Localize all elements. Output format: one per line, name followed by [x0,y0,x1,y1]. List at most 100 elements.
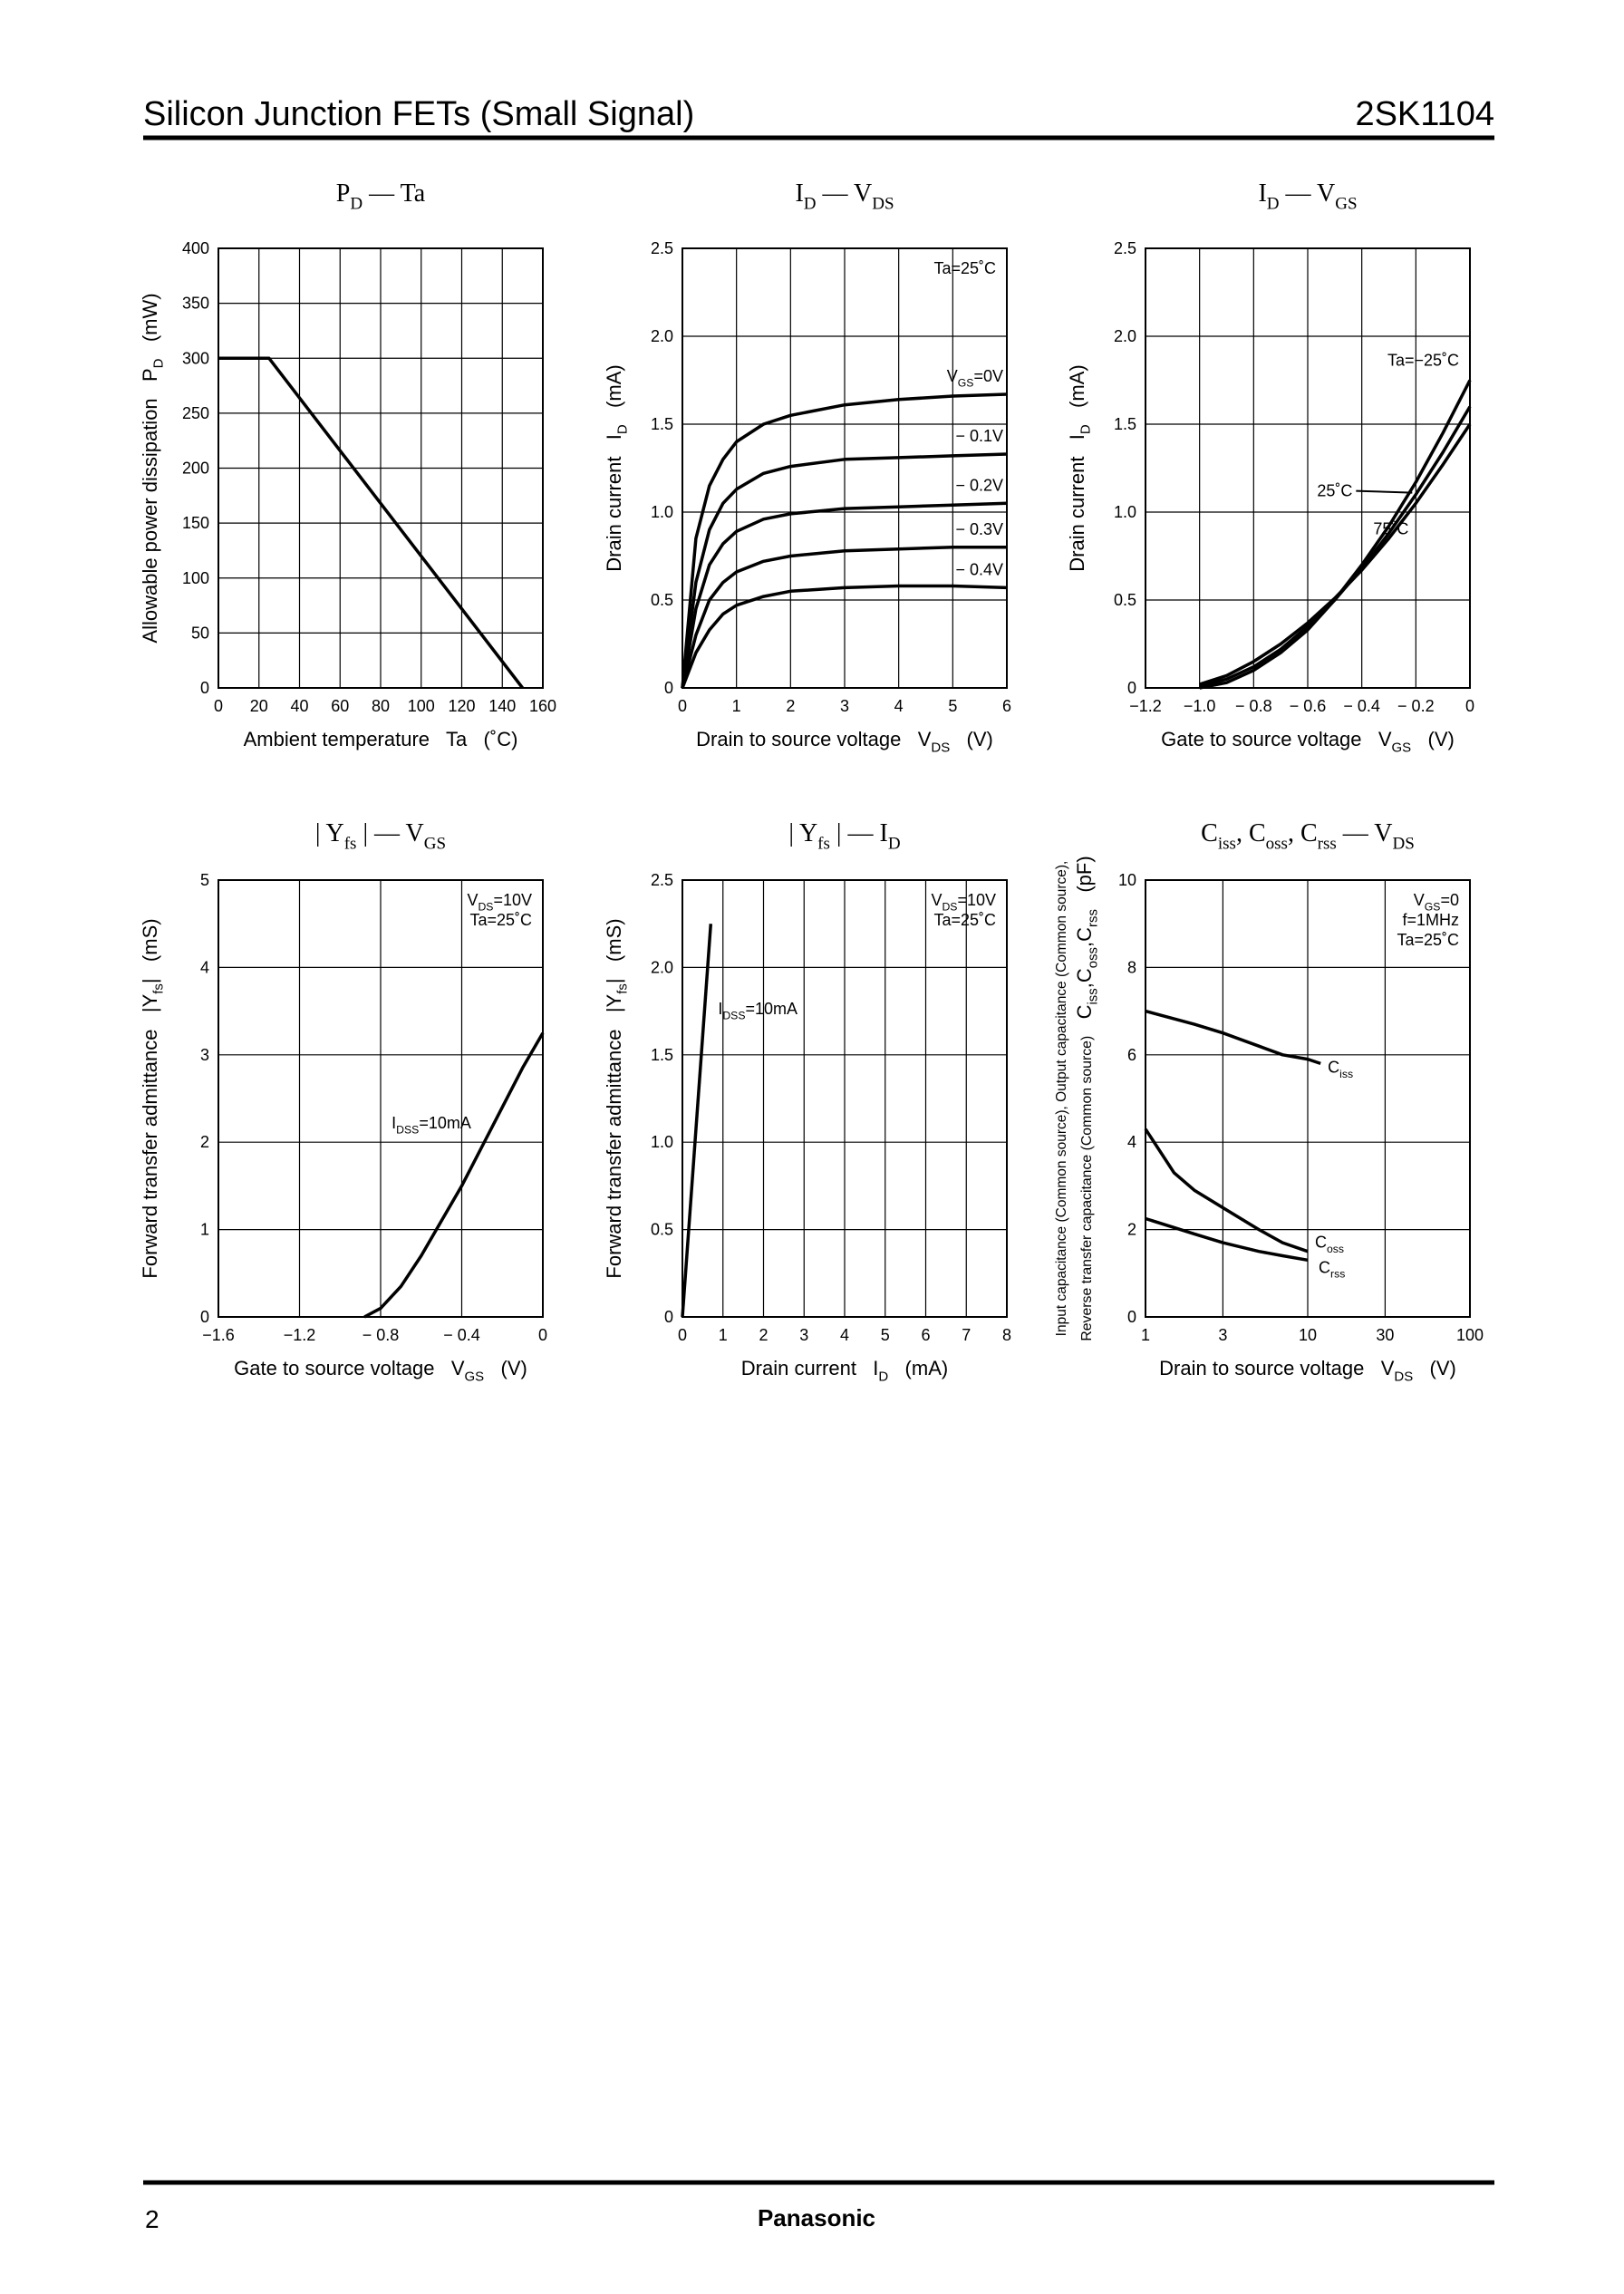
x-axis-label: Drain current ID (mA) [741,1357,948,1385]
text-segment: D [888,834,901,853]
x-tick-label: − 0.8 [362,1326,400,1344]
text-segment: | (mS) [603,918,625,983]
y-tick-label: 0 [664,679,673,697]
text-segment: D [151,358,167,368]
x-tick-label: 100 [1456,1326,1484,1344]
x-tick-label: 60 [331,697,349,715]
data-line [363,1031,545,1319]
page-number: 2 [145,2205,160,2233]
plot-frame [682,879,1008,1318]
text-segment: D [1267,194,1280,213]
text-segment: DS [942,900,957,913]
text-segment: iss [1086,988,1101,1004]
y-axis-label: Forward transfer admittance |Yfs| (mS) [603,918,631,1278]
text-segment: DSS [396,1123,419,1136]
series-label: IDSS=10mA [718,1000,798,1021]
annotation: f=1MHz [1402,911,1459,929]
x-tick-label: −1.0 [1184,697,1216,715]
text-segment: ,C [1073,927,1096,947]
data-line [1144,1128,1309,1253]
text-segment: DS [478,900,493,913]
text-segment: =0 [1440,891,1459,909]
text-segment: Allowable power dissipation P [139,368,161,643]
series-label: Ta=−25˚C [1387,352,1459,370]
x-tick-label: 4 [840,1326,849,1344]
y-tick-label: 0 [1127,679,1136,697]
text-segment: | — V [356,819,423,847]
text-segment: I [1258,179,1266,208]
text-segment: =0V [973,367,1003,385]
text-segment: =10V [493,891,532,909]
text-segment: C [1319,1258,1330,1276]
x-tick-label: 3 [840,697,849,715]
y-tick-label: 2 [200,1133,209,1151]
text-segment: (V) [484,1357,527,1379]
y-axis-label: Forward transfer admittance |Yfs| (mS) [139,918,167,1278]
text-segment: GS [958,376,974,389]
y-tick-label: 1.0 [651,1133,673,1151]
y-tick-label: 1 [200,1221,209,1239]
text-segment: Drain to source voltage V [696,728,932,750]
data-line [218,356,524,690]
y-tick-label: 6 [1127,1046,1136,1064]
annotation: VDS=10V [467,891,532,913]
plot-frame [218,247,544,689]
text-segment: D [1078,424,1094,434]
x-tick-label: 10 [1299,1326,1317,1344]
label-arrow [1356,489,1413,494]
y-tick-label: 0.5 [651,591,673,609]
series-label: − 0.4V [955,560,1003,578]
y-tick-label: 8 [1127,958,1136,976]
series-label: Ciss [1328,1058,1353,1079]
y-tick-label: 1.5 [651,1046,673,1064]
x-tick-label: −1.2 [284,1326,316,1344]
text-segment: C [1201,819,1218,847]
text-segment: DS [1393,834,1415,853]
text-segment: C [1328,1058,1339,1076]
text-segment: =10V [957,891,996,909]
x-tick-label: − 0.2 [1397,697,1435,715]
y-tick-label: 2.5 [651,239,673,257]
data-line [681,546,1007,689]
text-segment: | Y [788,819,817,847]
x-tick-label: 6 [921,1326,930,1344]
x-tick-label: 4 [894,697,904,715]
x-tick-label: 3 [799,1326,808,1344]
text-segment: GS [465,1370,485,1385]
data-line [1199,423,1472,686]
data-line [681,584,1008,689]
y-tick-label: 10 [1118,871,1136,889]
y-tick-label: 2.5 [651,871,673,889]
x-tick-label: 6 [1002,697,1011,715]
y-tick-label: 50 [191,624,209,642]
plot-frame [218,879,544,1318]
x-tick-label: 0 [214,697,223,715]
x-axis-label: Drain to source voltage VDS (V) [1159,1357,1456,1385]
annotation: VGS=0 [1414,891,1459,913]
x-tick-label: 0 [678,697,687,715]
text-segment: V [1414,891,1425,909]
text-segment: DS [1394,1370,1413,1385]
data-line [1145,1216,1309,1263]
y-tick-label: 0 [200,679,209,697]
data-line [681,501,1008,689]
series-label: − 0.1V [955,427,1003,445]
text-segment: — V [1280,179,1336,208]
header-title: Silicon Junction FETs (Small Signal) [143,95,694,133]
plot-frame [1145,879,1471,1318]
text-segment: (V) [1411,728,1455,750]
annotation: Ta=25˚C [933,911,996,929]
text-segment: GS [1392,740,1412,756]
x-axis-label: Ambient temperature Ta (˚C) [244,728,518,750]
y-tick-label: 2.0 [651,958,673,976]
text-segment: (mW) [139,293,161,358]
text-segment: (V) [1413,1357,1456,1379]
text-segment: GS [424,834,446,853]
annotation: Ta=25˚C [1397,931,1459,949]
text-segment: P [336,179,351,208]
text-segment: D [350,194,362,213]
x-axis-label: Gate to source voltage VGS (V) [234,1357,527,1385]
text-segment: I [392,1114,396,1132]
